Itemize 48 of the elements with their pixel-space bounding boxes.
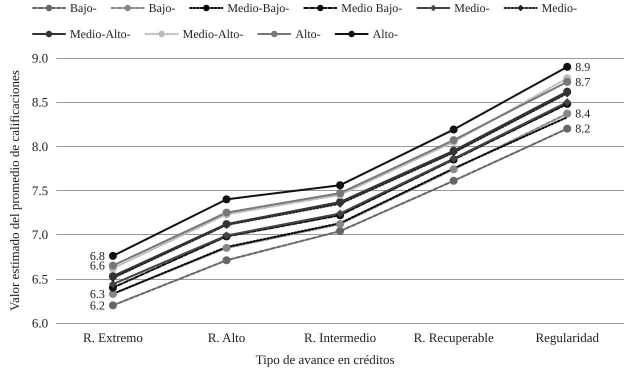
point [563, 78, 572, 86]
point [108, 262, 117, 270]
point [450, 176, 458, 185]
point [222, 256, 231, 264]
y-tick-label: 6.0 [32, 316, 48, 330]
point [563, 62, 572, 71]
x-tick-label: R. Recuperable [414, 330, 494, 345]
point [108, 252, 117, 260]
point [450, 165, 458, 174]
x-tick-label: Regularidad [535, 330, 600, 345]
legend-label: Medio-Alto- [70, 27, 131, 41]
y-tick-label: 7.0 [32, 227, 48, 242]
y-tick-label: 6.5 [32, 271, 48, 286]
y-tick-label: 9.0 [32, 50, 48, 66]
y-tick-label: 8.0 [32, 138, 48, 154]
point [563, 110, 572, 118]
point [450, 126, 458, 134]
legend-label: Bajo- [70, 1, 97, 15]
data-label: 6.8 [90, 248, 105, 263]
point [108, 301, 117, 310]
legend-label: Alto- [295, 27, 321, 41]
legend-label: Medio- [454, 1, 490, 15]
point [222, 244, 231, 252]
x-tick-label: R. Extremo [82, 330, 143, 345]
y-axis-title: Valor estimado del promedio de calificaciones [7, 70, 22, 311]
legend-label: Medio Bajo- [341, 1, 402, 15]
y-tick-label: 8.5 [32, 94, 48, 110]
data-label: 8.7 [575, 74, 590, 89]
data-label: 6.3 [90, 286, 105, 301]
legend-label: Medio-Bajo- [227, 1, 290, 15]
point [336, 227, 344, 236]
legend-label: Alto- [372, 27, 398, 41]
legend-label: Medio- [542, 1, 577, 15]
legend-label: Bajo- [148, 1, 176, 15]
y-tick-label: 7.5 [32, 183, 48, 198]
data-label: 8.2 [575, 122, 590, 136]
point [108, 280, 117, 288]
point [563, 124, 572, 133]
legend-label: Medio-Alto- [182, 27, 244, 41]
data-label: 6.2 [90, 298, 105, 312]
point [336, 181, 344, 190]
point [222, 195, 231, 204]
data-label: 8.9 [575, 60, 590, 74]
point [336, 220, 344, 228]
x-tick-label: R. Intermedio [304, 330, 376, 345]
x-axis-title: Tipo de avance en créditos [256, 352, 395, 367]
data-label: 8.4 [575, 106, 590, 121]
x-tick-label: R. Alto [208, 330, 246, 345]
